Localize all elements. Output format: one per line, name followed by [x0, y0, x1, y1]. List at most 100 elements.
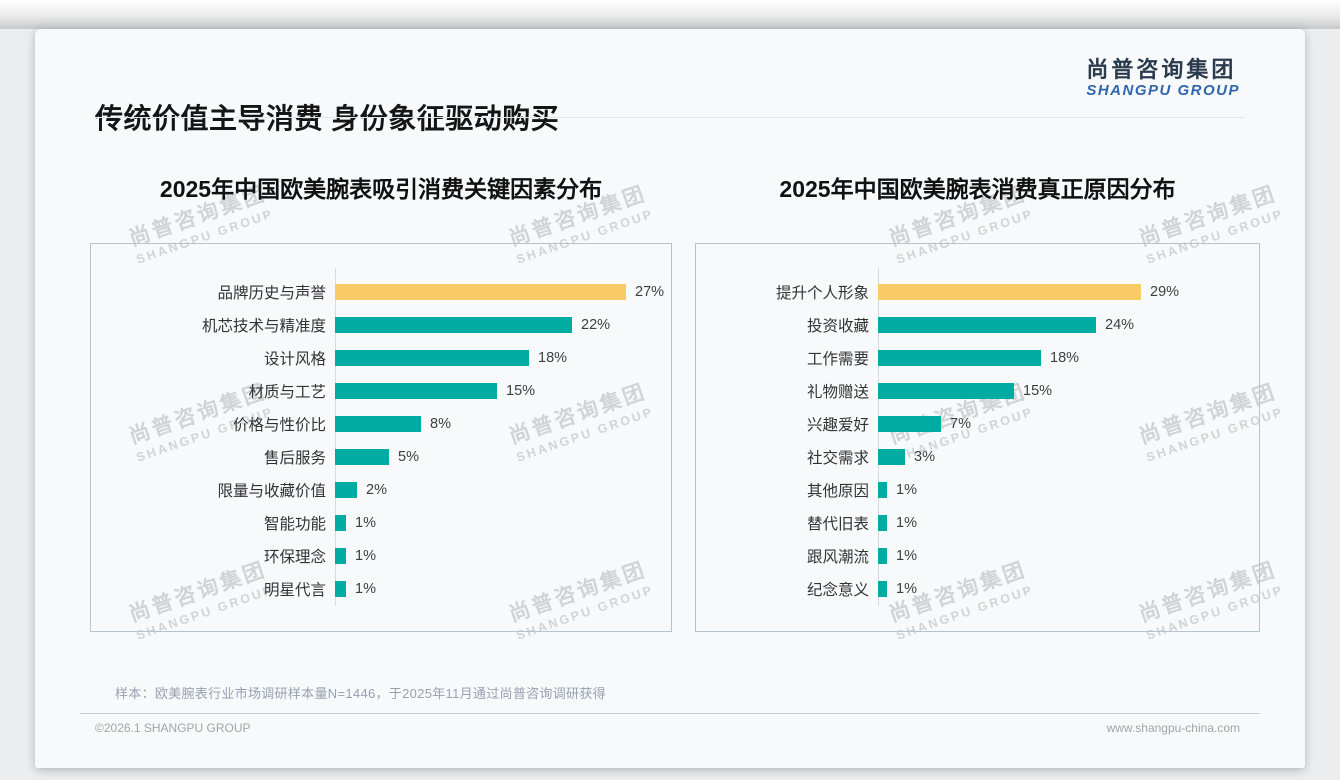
- chart-panel-right: 提升个人形象 29% 投资收藏 24% 工作需要 18% 礼物赠送 15% 兴趣爱好 7% 社交需求…: [695, 243, 1260, 632]
- footer-divider: [80, 713, 1260, 714]
- bar-category-label: 跟风潮流: [806, 548, 869, 566]
- bar: [335, 415, 421, 432]
- bar-value-label: 27%: [635, 283, 665, 300]
- bar-value-label: 24%: [1105, 316, 1135, 333]
- bar: [878, 448, 905, 465]
- company-logo: 尚普咨询集团 SHANGPU GROUP: [1086, 57, 1240, 99]
- slide-card: 尚普咨询集团 SHANGPU GROUP 尚普咨询集团 SHANGPU GROUP 尚普…: [35, 29, 1305, 768]
- bar-row: 社交需求 3%: [696, 440, 1259, 473]
- bar-value-label: 1%: [896, 481, 917, 498]
- logo-english-name: SHANGPU GROUP: [1086, 82, 1240, 100]
- bar-category-label: 替代旧表: [806, 515, 869, 533]
- title-divider: [95, 117, 1245, 118]
- bar: [335, 382, 497, 399]
- chart-panel-left: 品牌历史与声誉 27% 机芯技术与精准度 22% 设计风格 18% 材质与工艺 15% 价格与性…: [90, 243, 672, 632]
- bar: [878, 349, 1041, 366]
- bar: [335, 448, 389, 465]
- bar-category-label: 售后服务: [263, 449, 326, 467]
- bar-row: 材质与工艺 15%: [91, 374, 671, 407]
- bar: [335, 316, 572, 333]
- bar-row: 品牌历史与声誉 27%: [91, 275, 671, 308]
- bar-value-label: 29%: [1150, 283, 1180, 300]
- chart-title-right: 2025年中国欧美腕表消费真正原因分布: [779, 176, 1176, 202]
- bar-row: 其他原因 1%: [696, 473, 1259, 506]
- bar-row: 环保理念 1%: [91, 539, 671, 572]
- bar: [878, 382, 1014, 399]
- bar-value-label: 1%: [355, 514, 376, 531]
- bar: [335, 547, 346, 564]
- page-top-fade: [0, 0, 1340, 29]
- bar: [878, 316, 1096, 333]
- logo-chinese-name: 尚普咨询集团: [1086, 57, 1237, 82]
- bar-value-label: 15%: [1023, 382, 1053, 399]
- bar: [878, 514, 887, 531]
- bar-row: 跟风潮流 1%: [696, 539, 1259, 572]
- bar-row: 提升个人形象 29%: [696, 275, 1259, 308]
- bar-value-label: 15%: [506, 382, 536, 399]
- bar-category-label: 智能功能: [263, 515, 326, 533]
- slide-content: 传统价值主导消费 身份象征驱动购买 尚普咨询集团 SHANGPU GROUP 2…: [35, 29, 1305, 768]
- bar: [335, 481, 357, 498]
- bar: [878, 580, 887, 597]
- bar-category-label: 材质与工艺: [248, 383, 326, 401]
- bar-category-label: 工作需要: [806, 350, 869, 368]
- bar-category-label: 纪念意义: [806, 581, 869, 599]
- bar-row: 纪念意义 1%: [696, 572, 1259, 605]
- footer-copyright: ©2026.1 SHANGPU GROUP: [95, 721, 251, 735]
- bar-category-label: 环保理念: [263, 548, 326, 566]
- bar-row: 投资收藏 24%: [696, 308, 1259, 341]
- bar-value-label: 22%: [581, 316, 611, 333]
- bar-value-label: 7%: [950, 415, 971, 432]
- bar-row: 设计风格 18%: [91, 341, 671, 374]
- y-axis-line: [335, 268, 336, 606]
- bar-value-label: 18%: [538, 349, 568, 366]
- bar-category-label: 社交需求: [806, 449, 869, 467]
- chart-title-left: 2025年中国欧美腕表吸引消费关键因素分布: [159, 176, 603, 202]
- bar-category-label: 机芯技术与精准度: [201, 317, 326, 335]
- bar-category-label: 价格与性价比: [232, 416, 326, 434]
- bar: [878, 415, 941, 432]
- bar: [335, 514, 346, 531]
- bar: [878, 283, 1141, 300]
- bar-value-label: 18%: [1050, 349, 1080, 366]
- bar: [335, 580, 346, 597]
- page-title: 传统价值主导消费 身份象征驱动购买: [95, 103, 560, 134]
- bar-value-label: 1%: [355, 547, 376, 564]
- bar: [878, 481, 887, 498]
- bar-value-label: 2%: [366, 481, 387, 498]
- bar-value-label: 1%: [355, 580, 376, 597]
- bar: [335, 349, 529, 366]
- bar-value-label: 3%: [914, 448, 935, 465]
- bar-rows-left: 品牌历史与声誉 27% 机芯技术与精准度 22% 设计风格 18% 材质与工艺 15% 价格与性…: [91, 275, 671, 605]
- y-axis-line: [878, 268, 879, 606]
- bar-row: 工作需要 18%: [696, 341, 1259, 374]
- bar-category-label: 投资收藏: [806, 317, 869, 335]
- bar-value-label: 5%: [398, 448, 419, 465]
- bar-row: 限量与收藏价值 2%: [91, 473, 671, 506]
- bar-row: 替代旧表 1%: [696, 506, 1259, 539]
- bar-rows-right: 提升个人形象 29% 投资收藏 24% 工作需要 18% 礼物赠送 15% 兴趣爱好 7% 社交需求…: [696, 275, 1259, 605]
- bar-category-label: 限量与收藏价值: [217, 482, 326, 500]
- bar-row: 智能功能 1%: [91, 506, 671, 539]
- footer-website: www.shangpu-china.com: [1106, 721, 1240, 735]
- bar-value-label: 8%: [430, 415, 451, 432]
- bar-category-label: 品牌历史与声誉: [217, 284, 326, 302]
- bar-row: 明星代言 1%: [91, 572, 671, 605]
- bar-category-label: 礼物赠送: [806, 383, 869, 401]
- bar-category-label: 其他原因: [806, 482, 869, 500]
- bar-category-label: 明星代言: [263, 581, 326, 599]
- bar-category-label: 兴趣爱好: [806, 416, 869, 434]
- bar: [335, 283, 626, 300]
- bar-row: 机芯技术与精准度 22%: [91, 308, 671, 341]
- bar-row: 礼物赠送 15%: [696, 374, 1259, 407]
- bar: [878, 547, 887, 564]
- bar-row: 兴趣爱好 7%: [696, 407, 1259, 440]
- bar-category-label: 提升个人形象: [775, 284, 869, 302]
- bar-value-label: 1%: [896, 580, 917, 597]
- bar-category-label: 设计风格: [263, 350, 326, 368]
- bar-value-label: 1%: [896, 514, 917, 531]
- bar-row: 价格与性价比 8%: [91, 407, 671, 440]
- bar-value-label: 1%: [896, 547, 917, 564]
- sample-note: 样本：欧美腕表行业市场调研样本量N=1446，于2025年11月通过尚普咨询调研…: [115, 686, 606, 701]
- bar-row: 售后服务 5%: [91, 440, 671, 473]
